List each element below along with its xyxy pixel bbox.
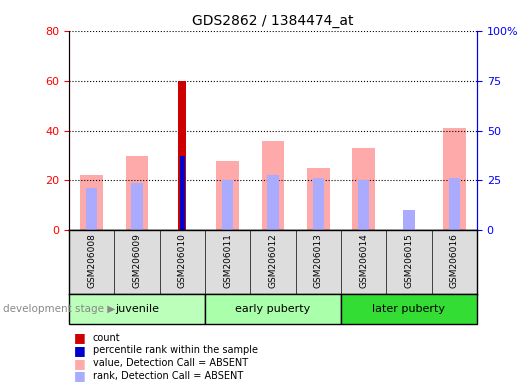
Bar — [216, 161, 239, 230]
Text: GSM206015: GSM206015 — [404, 233, 413, 288]
Text: GSM206009: GSM206009 — [132, 233, 142, 288]
Bar — [131, 183, 143, 230]
Bar — [222, 180, 233, 230]
Bar — [126, 156, 148, 230]
Bar — [307, 168, 330, 230]
Bar — [262, 141, 284, 230]
Text: ■: ■ — [74, 331, 86, 344]
Text: development stage ▶: development stage ▶ — [3, 304, 115, 314]
Bar — [86, 188, 97, 230]
Bar — [352, 148, 375, 230]
Text: GSM206014: GSM206014 — [359, 233, 368, 288]
Text: juvenile: juvenile — [115, 304, 159, 314]
Text: ■: ■ — [74, 369, 86, 382]
Text: GSM206013: GSM206013 — [314, 233, 323, 288]
Bar — [443, 128, 466, 230]
Bar — [178, 81, 187, 230]
FancyBboxPatch shape — [205, 294, 341, 324]
Bar — [267, 175, 279, 230]
Text: GSM206010: GSM206010 — [178, 233, 187, 288]
Bar — [313, 178, 324, 230]
Text: later puberty: later puberty — [373, 304, 446, 314]
Bar — [449, 178, 460, 230]
Text: GSM206016: GSM206016 — [450, 233, 459, 288]
Title: GDS2862 / 1384474_at: GDS2862 / 1384474_at — [192, 14, 354, 28]
Bar — [403, 210, 414, 230]
Bar — [358, 180, 369, 230]
Text: value, Detection Call = ABSENT: value, Detection Call = ABSENT — [93, 358, 248, 368]
FancyBboxPatch shape — [69, 294, 205, 324]
Text: early puberty: early puberty — [235, 304, 311, 314]
Text: ■: ■ — [74, 344, 86, 357]
Text: percentile rank within the sample: percentile rank within the sample — [93, 345, 258, 356]
Bar — [80, 175, 103, 230]
Text: rank, Detection Call = ABSENT: rank, Detection Call = ABSENT — [93, 371, 243, 381]
FancyBboxPatch shape — [341, 294, 477, 324]
Text: GSM206012: GSM206012 — [269, 233, 277, 288]
Text: ■: ■ — [74, 357, 86, 369]
Text: GSM206008: GSM206008 — [87, 233, 96, 288]
Text: count: count — [93, 333, 120, 343]
Bar — [180, 156, 184, 230]
Text: GSM206011: GSM206011 — [223, 233, 232, 288]
